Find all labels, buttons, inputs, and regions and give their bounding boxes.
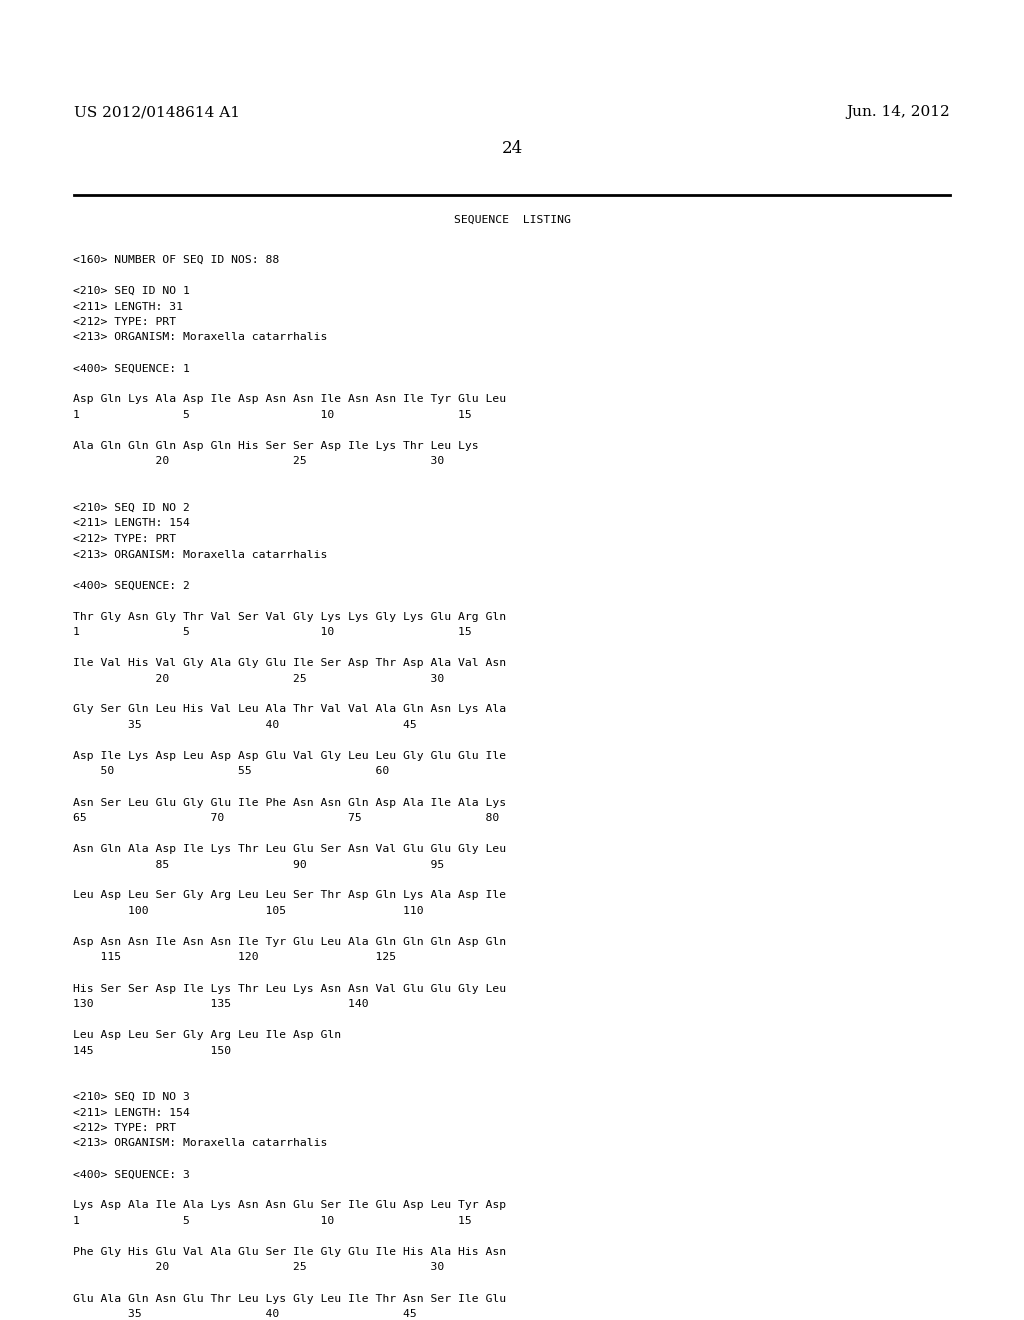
Text: <210> SEQ ID NO 3: <210> SEQ ID NO 3 — [73, 1092, 189, 1102]
Text: Gly Ser Gln Leu His Val Leu Ala Thr Val Val Ala Gln Asn Lys Ala: Gly Ser Gln Leu His Val Leu Ala Thr Val … — [73, 705, 506, 714]
Text: 65                  70                  75                  80: 65 70 75 80 — [73, 813, 500, 822]
Text: <160> NUMBER OF SEQ ID NOS: 88: <160> NUMBER OF SEQ ID NOS: 88 — [73, 255, 280, 265]
Text: US 2012/0148614 A1: US 2012/0148614 A1 — [74, 106, 240, 119]
Text: Glu Ala Gln Asn Glu Thr Leu Lys Gly Leu Ile Thr Asn Ser Ile Glu: Glu Ala Gln Asn Glu Thr Leu Lys Gly Leu … — [73, 1294, 506, 1304]
Text: 35                  40                  45: 35 40 45 — [73, 1309, 417, 1319]
Text: 100                 105                 110: 100 105 110 — [73, 906, 424, 916]
Text: <212> TYPE: PRT: <212> TYPE: PRT — [73, 535, 176, 544]
Text: <213> ORGANISM: Moraxella catarrhalis: <213> ORGANISM: Moraxella catarrhalis — [73, 333, 328, 342]
Text: 145                 150: 145 150 — [73, 1045, 231, 1056]
Text: 1               5                   10                  15: 1 5 10 15 — [73, 1216, 472, 1226]
Text: Asp Asn Asn Ile Asn Asn Ile Tyr Glu Leu Ala Gln Gln Gln Asp Gln: Asp Asn Asn Ile Asn Asn Ile Tyr Glu Leu … — [73, 937, 506, 946]
Text: Jun. 14, 2012: Jun. 14, 2012 — [847, 106, 950, 119]
Text: <210> SEQ ID NO 1: <210> SEQ ID NO 1 — [73, 286, 189, 296]
Text: Ile Val His Val Gly Ala Gly Glu Ile Ser Asp Thr Asp Ala Val Asn: Ile Val His Val Gly Ala Gly Glu Ile Ser … — [73, 657, 506, 668]
Text: 115                 120                 125: 115 120 125 — [73, 953, 396, 962]
Text: Asp Ile Lys Asp Leu Asp Asp Glu Val Gly Leu Leu Gly Glu Glu Ile: Asp Ile Lys Asp Leu Asp Asp Glu Val Gly … — [73, 751, 506, 762]
Text: Asp Gln Lys Ala Asp Ile Asp Asn Asn Ile Asn Asn Ile Tyr Glu Leu: Asp Gln Lys Ala Asp Ile Asp Asn Asn Ile … — [73, 395, 506, 404]
Text: Phe Gly His Glu Val Ala Glu Ser Ile Gly Glu Ile His Ala His Asn: Phe Gly His Glu Val Ala Glu Ser Ile Gly … — [73, 1247, 506, 1257]
Text: 130                 135                 140: 130 135 140 — [73, 999, 369, 1008]
Text: Ala Gln Gln Gln Asp Gln His Ser Ser Asp Ile Lys Thr Leu Lys: Ala Gln Gln Gln Asp Gln His Ser Ser Asp … — [73, 441, 478, 451]
Text: <211> LENGTH: 154: <211> LENGTH: 154 — [73, 1107, 189, 1118]
Text: 20                  25                  30: 20 25 30 — [73, 457, 444, 466]
Text: 24: 24 — [502, 140, 522, 157]
Text: <400> SEQUENCE: 2: <400> SEQUENCE: 2 — [73, 581, 189, 590]
Text: <213> ORGANISM: Moraxella catarrhalis: <213> ORGANISM: Moraxella catarrhalis — [73, 1138, 328, 1148]
Text: SEQUENCE  LISTING: SEQUENCE LISTING — [454, 215, 570, 224]
Text: 1               5                   10                  15: 1 5 10 15 — [73, 411, 472, 420]
Text: 50                  55                  60: 50 55 60 — [73, 767, 389, 776]
Text: <400> SEQUENCE: 3: <400> SEQUENCE: 3 — [73, 1170, 189, 1180]
Text: Leu Asp Leu Ser Gly Arg Leu Leu Ser Thr Asp Gln Lys Ala Asp Ile: Leu Asp Leu Ser Gly Arg Leu Leu Ser Thr … — [73, 891, 506, 900]
Text: <210> SEQ ID NO 2: <210> SEQ ID NO 2 — [73, 503, 189, 513]
Text: <211> LENGTH: 31: <211> LENGTH: 31 — [73, 301, 183, 312]
Text: <400> SEQUENCE: 1: <400> SEQUENCE: 1 — [73, 363, 189, 374]
Text: <211> LENGTH: 154: <211> LENGTH: 154 — [73, 519, 189, 528]
Text: Thr Gly Asn Gly Thr Val Ser Val Gly Lys Lys Gly Lys Glu Arg Gln: Thr Gly Asn Gly Thr Val Ser Val Gly Lys … — [73, 611, 506, 622]
Text: Leu Asp Leu Ser Gly Arg Leu Ile Asp Gln: Leu Asp Leu Ser Gly Arg Leu Ile Asp Gln — [73, 1030, 341, 1040]
Text: Asn Gln Ala Asp Ile Lys Thr Leu Glu Ser Asn Val Glu Glu Gly Leu: Asn Gln Ala Asp Ile Lys Thr Leu Glu Ser … — [73, 843, 506, 854]
Text: <212> TYPE: PRT: <212> TYPE: PRT — [73, 317, 176, 327]
Text: 20                  25                  30: 20 25 30 — [73, 673, 444, 684]
Text: Asn Ser Leu Glu Gly Glu Ile Phe Asn Asn Gln Asp Ala Ile Ala Lys: Asn Ser Leu Glu Gly Glu Ile Phe Asn Asn … — [73, 797, 506, 808]
Text: His Ser Ser Asp Ile Lys Thr Leu Lys Asn Asn Val Glu Glu Gly Leu: His Ser Ser Asp Ile Lys Thr Leu Lys Asn … — [73, 983, 506, 994]
Text: 85                  90                  95: 85 90 95 — [73, 859, 444, 870]
Text: 1               5                   10                  15: 1 5 10 15 — [73, 627, 472, 638]
Text: 20                  25                  30: 20 25 30 — [73, 1262, 444, 1272]
Text: 35                  40                  45: 35 40 45 — [73, 719, 417, 730]
Text: Lys Asp Ala Ile Ala Lys Asn Asn Glu Ser Ile Glu Asp Leu Tyr Asp: Lys Asp Ala Ile Ala Lys Asn Asn Glu Ser … — [73, 1200, 506, 1210]
Text: <212> TYPE: PRT: <212> TYPE: PRT — [73, 1123, 176, 1133]
Text: <213> ORGANISM: Moraxella catarrhalis: <213> ORGANISM: Moraxella catarrhalis — [73, 549, 328, 560]
